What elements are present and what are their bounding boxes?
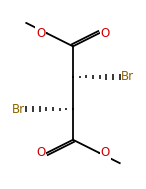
- Text: Br: Br: [12, 103, 25, 116]
- Text: O: O: [101, 27, 110, 40]
- Text: Br: Br: [121, 70, 134, 84]
- Text: O: O: [101, 146, 110, 159]
- Text: O: O: [36, 146, 45, 159]
- Text: O: O: [36, 27, 45, 40]
